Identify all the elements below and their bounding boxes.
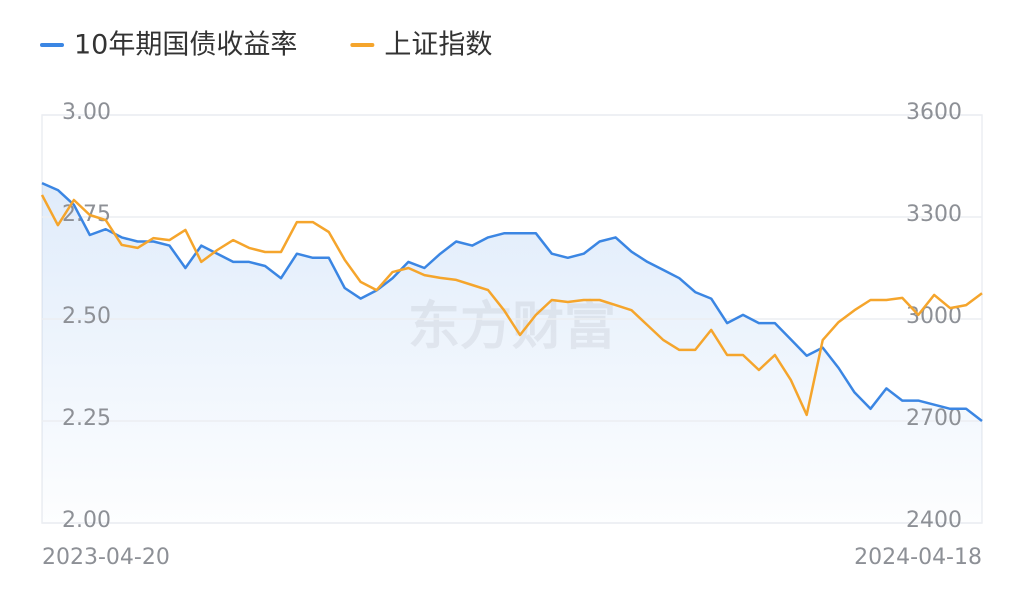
series-area (42, 183, 982, 523)
watermark: 东方财富 (408, 297, 616, 357)
y2-tick-label: 2700 (906, 406, 962, 431)
legend-label: 上证指数 (384, 30, 492, 61)
y-tick-label: 2.00 (62, 508, 111, 533)
y-tick-label: 2.50 (62, 304, 111, 329)
x-tick-label: 2023-04-20 (42, 545, 170, 570)
y2-tick-label: 2400 (906, 508, 962, 533)
y-tick-label: 3.00 (62, 100, 111, 125)
series-line (41, 181, 983, 422)
legend-label: 10年期国债收益率 (74, 30, 297, 61)
y2-tick-label: 3300 (906, 202, 962, 227)
y-tick-label: 2.25 (62, 406, 111, 431)
series-line (40, 194, 983, 417)
x-tick-label: 2024-04-18 (854, 545, 982, 570)
y2-tick-label: 3600 (906, 100, 962, 125)
